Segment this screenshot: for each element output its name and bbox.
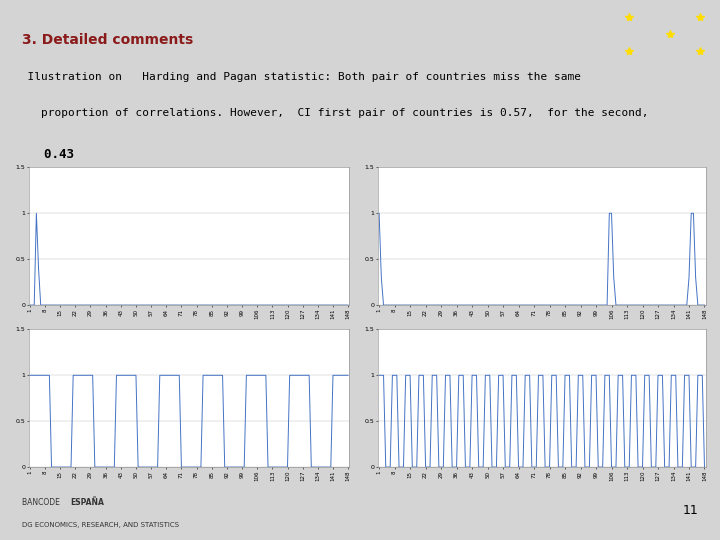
Text: 3. Detailed comments: 3. Detailed comments (22, 33, 193, 48)
Text: Ilustration on   Harding and Pagan statistic: Both pair of countries miss the sa: Ilustration on Harding and Pagan statist… (14, 72, 582, 82)
Text: 0.43: 0.43 (14, 147, 74, 161)
Text: proportion of correlations. However,  CI first pair of countries is 0.57,  for t: proportion of correlations. However, CI … (14, 107, 649, 118)
Text: BANCODE: BANCODE (22, 498, 62, 507)
Text: ESPAÑA: ESPAÑA (71, 498, 104, 507)
Text: 11: 11 (683, 504, 698, 517)
Text: DG ECONOMICS, RESEARCH, AND STATISTICS: DG ECONOMICS, RESEARCH, AND STATISTICS (22, 523, 179, 529)
